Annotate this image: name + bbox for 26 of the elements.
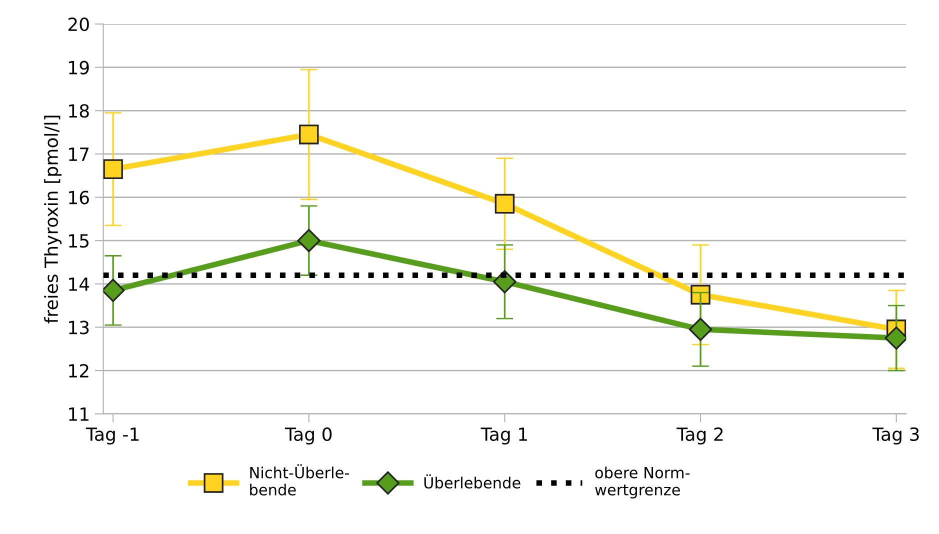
legend-label: obere Norm- wertgrenze	[595, 466, 690, 498]
y-tick-label: 16	[69, 190, 89, 204]
x-tick-label: Tag -1	[86, 428, 139, 445]
x-tick-label: Tag 3	[872, 427, 919, 445]
y-tick-label: 17	[69, 148, 89, 161]
y-tick-label: 15	[69, 234, 89, 248]
legend-label: Überlebende	[424, 474, 520, 489]
x-tick-label: Tag 0	[284, 427, 332, 445]
y-tick-label: 12	[69, 364, 88, 378]
point	[103, 278, 125, 302]
point	[688, 318, 712, 342]
point	[884, 326, 906, 350]
point	[299, 124, 319, 144]
point	[297, 228, 321, 252]
legend-label: Nicht-Überle- bende	[250, 464, 349, 496]
y-tick-label: 19	[69, 60, 89, 74]
y-tick-label: 20	[68, 17, 89, 32]
point	[103, 159, 123, 179]
x-tick-label: Tag 1	[480, 428, 527, 445]
y-axis-title: freies Thyroxin [pmol/l]	[44, 116, 62, 324]
y-tick-label: 14	[69, 278, 90, 291]
point	[494, 194, 515, 214]
x-tick-label: Tag 2	[676, 427, 723, 445]
y-tick-label: 18	[69, 104, 89, 118]
y-tick-label: 13	[69, 320, 89, 334]
y-tick-label: 11	[69, 408, 88, 421]
